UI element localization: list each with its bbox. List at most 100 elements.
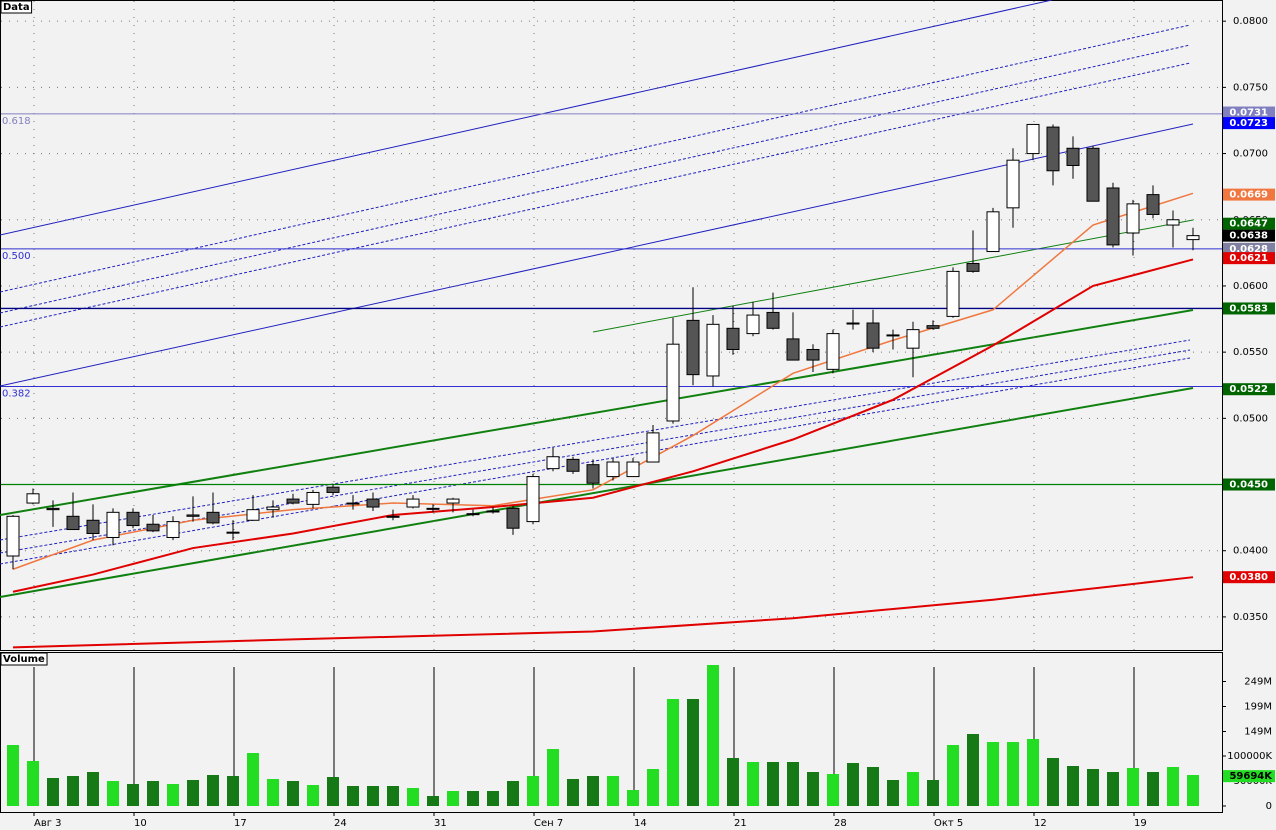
fib-label: 0.500 (2, 251, 31, 262)
volume-bar (1187, 775, 1199, 806)
y-tick-label: 0.0550 (1233, 347, 1268, 358)
volume-bar (727, 758, 739, 806)
y-tick-label: 0 (1266, 801, 1272, 812)
channel-line (0, 24, 1191, 293)
candle-body (686, 319, 700, 376)
volume-bar (807, 772, 819, 806)
volume-bar (627, 790, 639, 806)
volume-bar (1047, 758, 1059, 806)
channel-line (0, 357, 1191, 565)
candle-body (266, 506, 280, 511)
candle-body (1126, 203, 1140, 234)
volume-bar (67, 776, 79, 806)
candle-body (286, 498, 300, 504)
candle-body (646, 432, 660, 463)
volume-bar (787, 762, 799, 806)
x-tick-label: 12 (1034, 818, 1047, 829)
channel-line (0, 62, 1191, 328)
price-tag-label: 0.0522 (1229, 384, 1268, 395)
candle-body (386, 515, 400, 518)
volume-bar (227, 776, 239, 806)
y-tick-label: 0.0600 (1233, 281, 1268, 292)
candle-body (6, 515, 20, 557)
y-tick-label: 199M (1244, 702, 1272, 713)
x-tick-label: 19 (1134, 818, 1147, 829)
candle-body (866, 322, 880, 349)
volume-bar (647, 769, 659, 806)
x-tick-label: Авг 3 (34, 818, 62, 829)
volume-bar (47, 778, 59, 806)
x-tick-label: 17 (234, 818, 247, 829)
candle-body (146, 523, 160, 532)
volume-bar (847, 763, 859, 806)
volume-bar (527, 776, 539, 806)
candle-body (626, 461, 640, 478)
price-tag-label: 0.0669 (1229, 190, 1268, 201)
candle-body (206, 511, 220, 524)
volume-bar (27, 761, 39, 806)
candle-body (106, 511, 120, 538)
volume-tag (1223, 770, 1275, 783)
candle-body (466, 513, 480, 516)
price-tag-label: 0.0731 (1229, 108, 1268, 119)
volume-bar (827, 774, 839, 806)
volume-bar (327, 777, 339, 806)
volume-bar (947, 745, 959, 806)
price-tag-label: 0.0647 (1229, 219, 1268, 230)
candle-body (906, 329, 920, 349)
volume-bar (487, 791, 499, 806)
channel-line (0, 44, 1191, 314)
candle-body (1066, 147, 1080, 166)
candle-body (1166, 219, 1180, 226)
candle-body (566, 458, 580, 472)
price-tag (1223, 478, 1275, 491)
price-tag-label: 0.0583 (1229, 303, 1268, 314)
candle-body (826, 333, 840, 370)
candle-body (406, 498, 420, 508)
volume-bar (207, 775, 219, 806)
volume-bar (7, 745, 19, 806)
candle-body (446, 498, 460, 504)
channel-line (0, 387, 1194, 598)
x-tick-label: 10 (134, 818, 147, 829)
candle-body (726, 327, 740, 350)
volume-bar (387, 786, 399, 806)
price-tag (1223, 302, 1275, 315)
candle-body (326, 486, 340, 493)
candle-body (226, 531, 240, 534)
volume-bar (427, 796, 439, 806)
candle-body (946, 270, 960, 317)
volume-tag-label: 59694K (1229, 771, 1273, 782)
volume-bar (607, 776, 619, 806)
candle-body (1186, 235, 1200, 241)
volume-bar (1107, 772, 1119, 806)
volume-bar (107, 781, 119, 806)
volume-bar (1027, 739, 1039, 806)
x-tick-label: 21 (734, 818, 747, 829)
panel-title-box (0, 652, 48, 666)
volume-bar (1087, 769, 1099, 806)
candle-body (706, 323, 720, 377)
candle-body (1006, 159, 1020, 209)
x-tick-label: Сен 7 (534, 818, 563, 829)
volume-bar (907, 772, 919, 806)
volume-bar (767, 762, 779, 806)
price-tag-label: 0.0628 (1229, 244, 1268, 255)
price-tag (1223, 242, 1275, 255)
candle-body (1046, 126, 1060, 172)
candle-body (126, 511, 140, 527)
x-tick-label: 24 (334, 818, 347, 829)
volume-bar (87, 772, 99, 806)
panel-title: Volume (3, 654, 45, 665)
volume-bar (347, 786, 359, 806)
volume-bar (587, 776, 599, 806)
price-tag-label: 0.0638 (1229, 231, 1268, 242)
candle-body (546, 456, 560, 470)
candle-body (1026, 123, 1040, 155)
candle-body (966, 262, 980, 272)
price-tag-label: 0.0450 (1229, 480, 1268, 491)
volume-bar (667, 699, 679, 806)
candle-body (846, 322, 860, 325)
candle-body (766, 311, 780, 329)
